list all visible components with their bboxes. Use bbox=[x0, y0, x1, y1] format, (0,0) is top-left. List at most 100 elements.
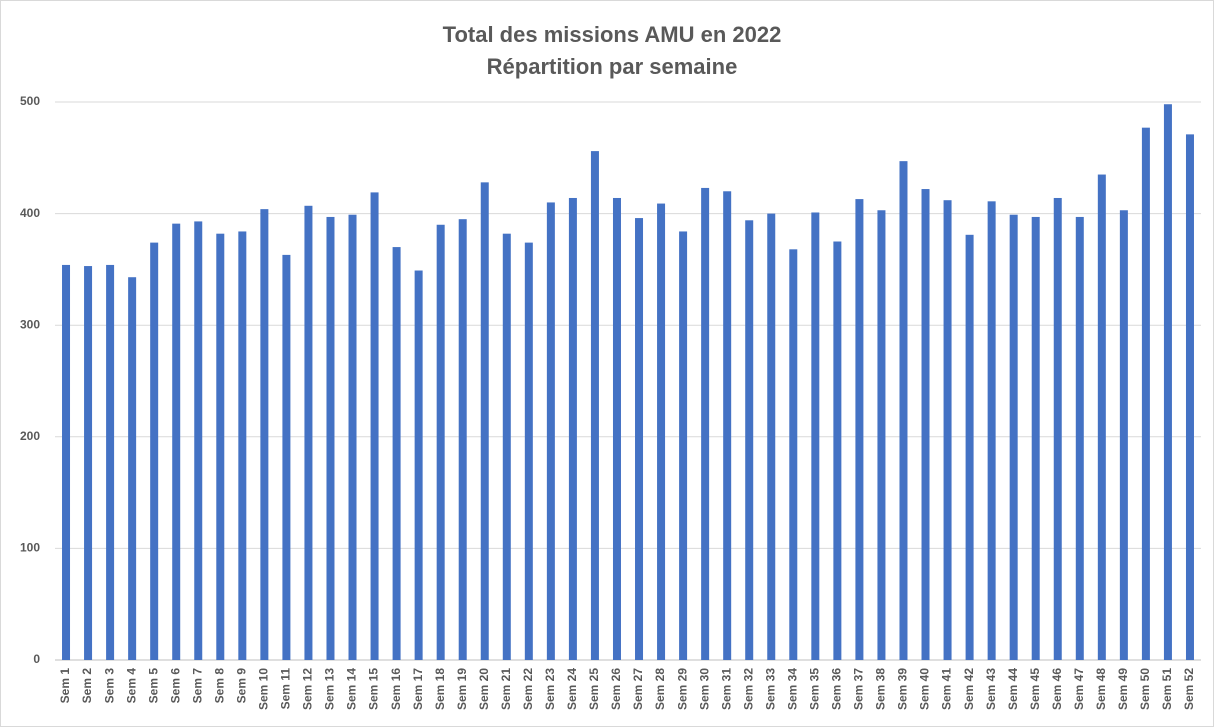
x-tick-label: Sem 33 bbox=[763, 668, 777, 710]
bar bbox=[877, 210, 886, 660]
x-tick-label: Sem 32 bbox=[741, 668, 755, 710]
x-tick-label: Sem 28 bbox=[653, 668, 667, 710]
y-tick-label: 100 bbox=[20, 541, 40, 555]
bar bbox=[657, 203, 666, 660]
bar bbox=[150, 242, 159, 660]
y-tick-label: 200 bbox=[20, 429, 40, 443]
y-tick-label: 400 bbox=[20, 206, 40, 220]
bar bbox=[194, 221, 203, 661]
bar bbox=[502, 233, 511, 661]
x-tick-label: Sem 19 bbox=[455, 668, 469, 710]
bar bbox=[1053, 197, 1062, 660]
x-tick-label: Sem 26 bbox=[609, 668, 623, 710]
bar bbox=[238, 231, 247, 660]
x-tick-label: Sem 17 bbox=[411, 668, 425, 710]
x-tick-label: Sem 6 bbox=[168, 668, 182, 704]
x-tick-label: Sem 37 bbox=[852, 668, 866, 710]
x-tick-label: Sem 46 bbox=[1050, 668, 1064, 710]
x-tick-label: Sem 25 bbox=[587, 668, 601, 710]
bar bbox=[1141, 127, 1150, 661]
bar bbox=[84, 266, 93, 660]
x-tick-label: Sem 29 bbox=[675, 668, 689, 710]
y-tick-label: 300 bbox=[20, 317, 40, 331]
bar bbox=[701, 187, 710, 660]
x-tick-label: Sem 4 bbox=[124, 668, 138, 704]
x-tick-label: Sem 10 bbox=[257, 668, 271, 710]
x-tick-label: Sem 15 bbox=[367, 668, 381, 710]
bar bbox=[723, 191, 732, 660]
bar bbox=[348, 214, 357, 660]
x-tick-label: Sem 2 bbox=[80, 668, 94, 704]
bar bbox=[128, 277, 137, 660]
x-tick-label: Sem 51 bbox=[1160, 668, 1174, 710]
bar bbox=[943, 200, 952, 660]
y-tick-label: 500 bbox=[20, 94, 40, 108]
x-tick-label: Sem 48 bbox=[1094, 668, 1108, 710]
bar bbox=[524, 242, 533, 660]
x-tick-label: Sem 9 bbox=[234, 668, 248, 704]
bar bbox=[679, 231, 688, 660]
bar bbox=[1119, 210, 1128, 660]
x-tick-label: Sem 44 bbox=[1006, 668, 1020, 710]
x-tick-label: Sem 23 bbox=[543, 668, 557, 710]
bar bbox=[1163, 104, 1172, 661]
y-tick-label: 0 bbox=[33, 652, 40, 666]
x-tick-label: Sem 35 bbox=[807, 668, 821, 710]
bar bbox=[612, 197, 621, 660]
bar bbox=[635, 218, 644, 660]
x-tick-label: Sem 40 bbox=[918, 668, 932, 710]
bar bbox=[1075, 216, 1084, 660]
x-tick-label: Sem 36 bbox=[830, 668, 844, 710]
x-tick-label: Sem 13 bbox=[323, 668, 337, 710]
x-tick-label: Sem 1 bbox=[58, 668, 72, 704]
bar bbox=[546, 202, 555, 660]
bar bbox=[1031, 216, 1040, 660]
x-tick-label: Sem 5 bbox=[146, 668, 160, 704]
bar bbox=[590, 151, 599, 660]
x-tick-label: Sem 18 bbox=[433, 668, 447, 710]
bar bbox=[899, 161, 908, 660]
bar bbox=[811, 212, 820, 660]
x-tick-label: Sem 11 bbox=[279, 668, 293, 710]
chart-title: Total des missions AMU en 2022 bbox=[443, 22, 782, 47]
x-tick-label: Sem 45 bbox=[1028, 668, 1042, 710]
x-tick-label: Sem 49 bbox=[1116, 668, 1130, 710]
x-tick-label: Sem 50 bbox=[1138, 668, 1152, 710]
x-tick-label: Sem 38 bbox=[874, 668, 888, 710]
x-tick-label: Sem 7 bbox=[190, 668, 204, 704]
bar bbox=[414, 270, 423, 660]
bar bbox=[1185, 134, 1194, 660]
bar bbox=[921, 189, 930, 660]
x-tick-label: Sem 43 bbox=[984, 668, 998, 710]
bar bbox=[965, 234, 974, 660]
bar bbox=[789, 249, 798, 660]
bar bbox=[833, 241, 842, 660]
bar bbox=[1097, 174, 1106, 661]
bar bbox=[216, 233, 225, 661]
bar bbox=[326, 216, 335, 660]
bar bbox=[436, 224, 445, 660]
bar bbox=[260, 209, 269, 661]
x-tick-label: Sem 21 bbox=[499, 668, 513, 710]
bar bbox=[370, 192, 379, 660]
bar bbox=[458, 219, 467, 660]
x-tick-label: Sem 34 bbox=[785, 668, 799, 710]
x-tick-label: Sem 41 bbox=[940, 668, 954, 710]
bar bbox=[767, 213, 776, 660]
bar bbox=[172, 223, 181, 661]
bar bbox=[1009, 214, 1018, 660]
x-tick-label: Sem 12 bbox=[301, 668, 315, 710]
x-tick-label: Sem 22 bbox=[521, 668, 535, 710]
chart-subtitle: Répartition par semaine bbox=[487, 54, 738, 79]
x-tick-label: Sem 3 bbox=[102, 668, 116, 704]
bar bbox=[106, 264, 115, 660]
x-tick-label: Sem 31 bbox=[719, 668, 733, 710]
bar bbox=[62, 264, 71, 660]
x-tick-label: Sem 8 bbox=[212, 668, 226, 704]
x-tick-label: Sem 39 bbox=[896, 668, 910, 710]
x-tick-label: Sem 42 bbox=[962, 668, 976, 710]
bar bbox=[304, 205, 313, 660]
bar bbox=[480, 182, 489, 661]
